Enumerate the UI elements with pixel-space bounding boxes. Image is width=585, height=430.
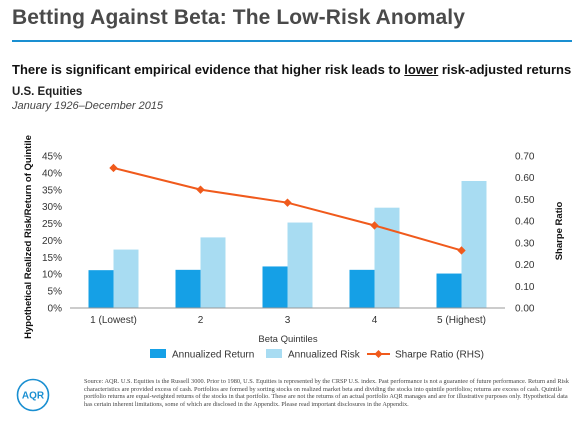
aqr-logo: AQR — [16, 378, 50, 412]
logo-ring — [16, 378, 50, 412]
y2-tick-label: 0.10 — [515, 282, 535, 293]
legend-label-sharpe: Sharpe Ratio (RHS) — [395, 350, 484, 361]
legend-swatch-risk — [266, 349, 282, 358]
x-tick-label: 1 (Lowest) — [90, 315, 137, 326]
y2-tick-label: 0.50 — [515, 195, 535, 206]
beta-quintile-chart: 0% 5% 10% 15% 20% 25% 30% 35% 40% 45% 0.00 0.10 0.2… — [23, 135, 565, 361]
section-period: January 1926–December 2015 — [12, 100, 164, 112]
y-tick-label: 15% — [42, 253, 62, 264]
y2-tick-label: 0.00 — [515, 304, 535, 315]
footnote: Source: AQR. U.S. Equities is the Russel… — [84, 378, 569, 408]
bar-annualized-return — [88, 270, 114, 308]
y2-tick-label: 0.30 — [515, 238, 535, 249]
bar-annualized-risk — [113, 249, 139, 308]
sharpe-point — [109, 163, 118, 173]
x-tick-label: 4 — [372, 315, 378, 326]
legend-swatch-return — [150, 349, 166, 358]
y-tick-label: 10% — [42, 270, 62, 281]
subtitle-start: There is significant empirical evidence … — [12, 62, 405, 77]
title-divider — [12, 40, 572, 42]
y-tick-label: 45% — [42, 152, 62, 163]
x-tick-label: 2 — [198, 315, 204, 326]
x-tick-label: 5 (Highest) — [437, 315, 486, 326]
sharpe-ratio-line — [109, 163, 466, 255]
y-axis-right: 0.00 0.10 0.20 0.30 0.40 0.50 0.60 0.70 — [515, 152, 535, 315]
x-axis: 1 (Lowest) 2 3 4 5 (Highest) — [70, 307, 505, 326]
y-tick-label: 5% — [48, 287, 63, 298]
page-title: Betting Against Beta: The Low-Risk Anoma… — [12, 6, 466, 29]
section-title: U.S. Equities — [12, 86, 83, 98]
y-tick-label: 40% — [42, 168, 62, 179]
bar-annualized-return — [436, 273, 462, 308]
y-axis-label: Hypothetical Realized Risk/Return of Qui… — [23, 135, 34, 339]
y2-axis-label: Sharpe Ratio — [554, 202, 565, 261]
y-axis-left: 0% 5% 10% 15% 20% 25% 30% 35% 40% 45% — [42, 152, 62, 315]
legend-label-risk: Annualized Risk — [288, 350, 361, 361]
y-tick-label: 35% — [42, 185, 62, 196]
legend-label-return: Annualized Return — [172, 350, 254, 361]
sharpe-point — [196, 185, 205, 194]
subtitle-end: risk-adjusted returns — [438, 62, 572, 77]
legend: Annualized Return Annualized Risk Sharpe R… — [150, 349, 484, 361]
y2-tick-label: 0.60 — [515, 173, 535, 184]
y-tick-label: 20% — [42, 236, 62, 247]
sharpe-point — [370, 221, 379, 230]
x-tick-label: 3 — [285, 315, 291, 326]
logo-text: AQR — [22, 391, 45, 402]
subtitle: There is significant empirical evidence … — [12, 62, 571, 77]
x-axis-label: Beta Quintiles — [258, 334, 317, 345]
bar-annualized-risk — [200, 237, 226, 308]
bars — [88, 180, 487, 308]
sharpe-point — [457, 246, 466, 255]
bar-annualized-risk — [374, 207, 400, 308]
bar-annualized-return — [175, 269, 201, 308]
subtitle-underlined-word: lower — [404, 62, 439, 77]
bar-annualized-risk — [287, 222, 313, 308]
bar-annualized-return — [349, 269, 375, 308]
y2-tick-label: 0.20 — [515, 260, 535, 271]
bar-annualized-risk — [461, 180, 487, 308]
y-tick-label: 0% — [48, 304, 63, 315]
y-tick-label: 30% — [42, 202, 62, 213]
sharpe-point — [283, 198, 292, 207]
legend-swatch-sharpe-marker — [374, 350, 383, 358]
bar-annualized-return — [262, 266, 288, 308]
y2-tick-label: 0.70 — [515, 152, 535, 163]
y2-tick-label: 0.40 — [515, 217, 535, 228]
y-tick-label: 25% — [42, 219, 62, 230]
